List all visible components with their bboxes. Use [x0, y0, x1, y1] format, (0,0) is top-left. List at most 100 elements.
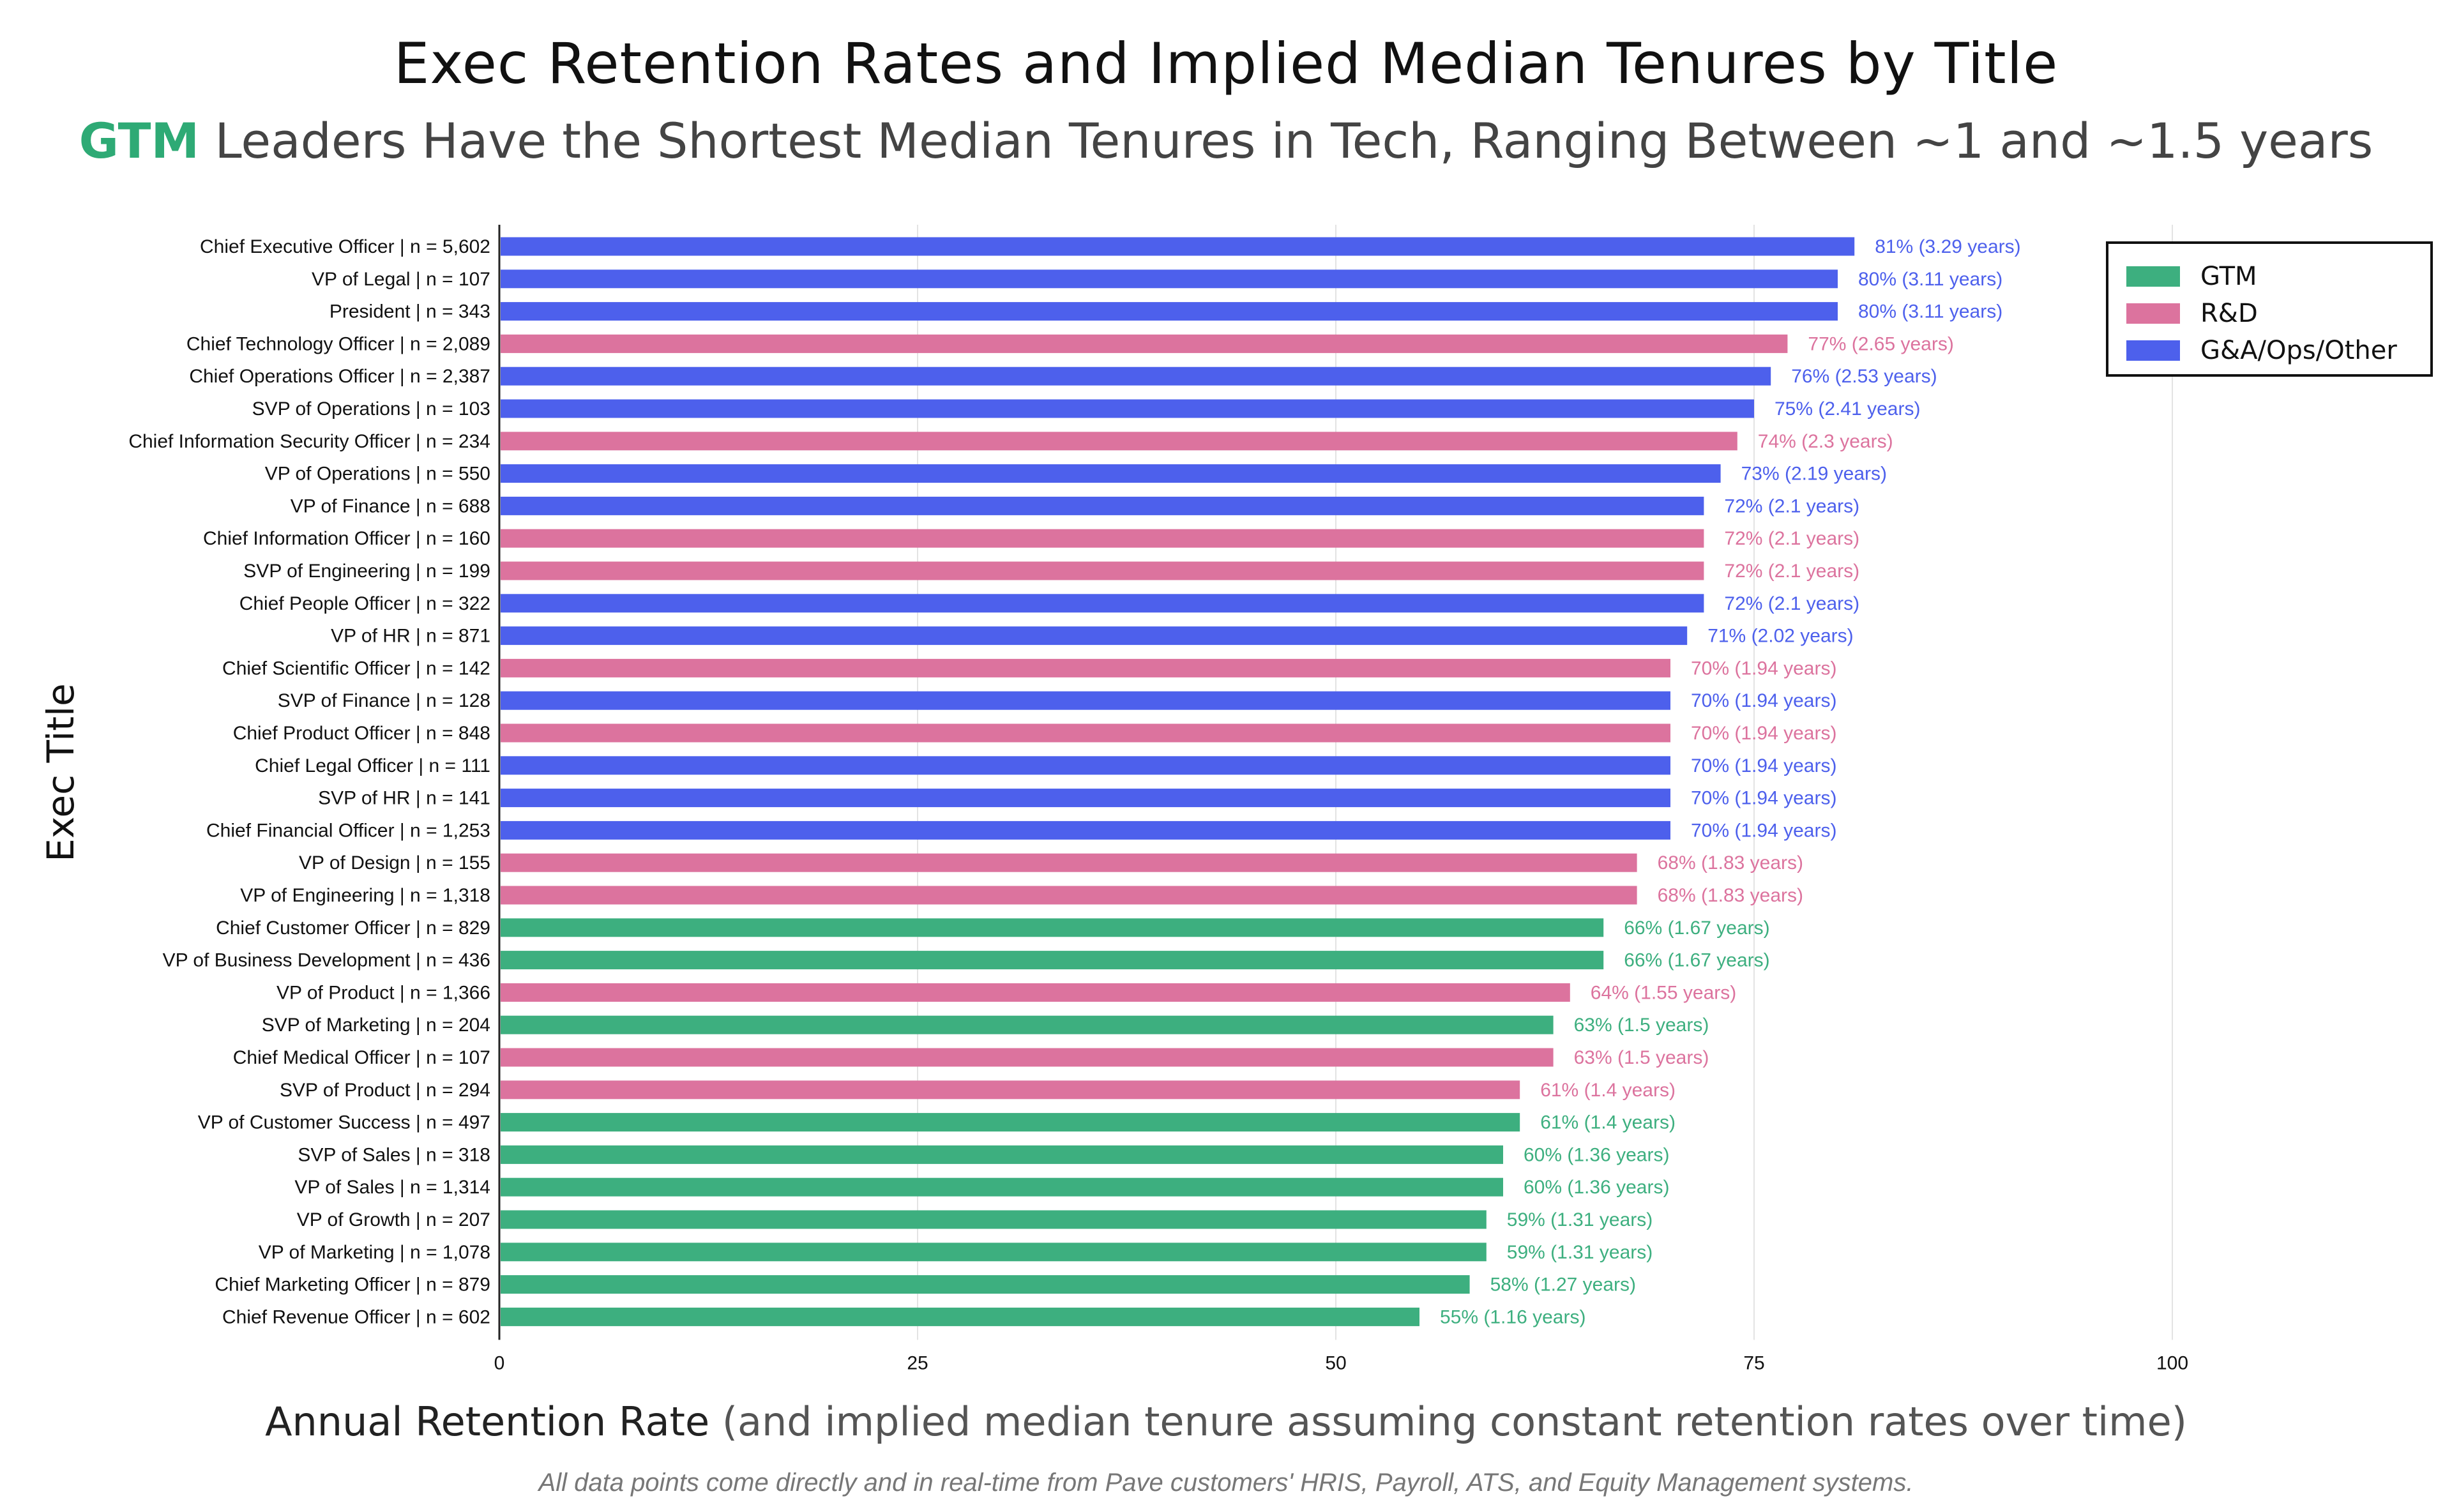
- category-label: Chief Medical Officer | n = 107: [233, 1047, 490, 1068]
- data-label: 75% (2.41 years): [1775, 398, 1920, 420]
- x-tick-label: 100: [2156, 1352, 2188, 1373]
- bar: [501, 1210, 1487, 1229]
- bar: [501, 853, 1637, 872]
- data-label: 77% (2.65 years): [1808, 333, 1953, 354]
- bar: [501, 367, 1771, 386]
- data-label: 60% (1.36 years): [1524, 1177, 1669, 1198]
- data-label: 80% (3.11 years): [1858, 301, 2002, 322]
- category-label: Chief Revenue Officer | n = 602: [222, 1306, 490, 1327]
- legend: GTM R&D G&A/Ops/Other: [2106, 241, 2433, 377]
- subtitle-highlight: GTM: [79, 112, 200, 169]
- footnote: All data points come directly and in rea…: [538, 1469, 1914, 1497]
- x-tick-label: 25: [907, 1352, 928, 1373]
- data-label: 72% (2.1 years): [1724, 593, 1859, 614]
- bar: [501, 1015, 1554, 1034]
- data-label: 72% (2.1 years): [1724, 528, 1859, 549]
- y-axis-label: Exec Title: [39, 683, 82, 862]
- bar: [501, 951, 1604, 970]
- category-label: Chief Legal Officer | n = 111: [255, 755, 490, 776]
- bar: [501, 399, 1754, 418]
- category-label: VP of HR | n = 871: [331, 626, 490, 647]
- category-label: Chief Scientific Officer | n = 142: [222, 658, 490, 679]
- x-axis-label-main: Annual Retention Rate: [265, 1398, 710, 1445]
- data-label: 64% (1.55 years): [1591, 982, 1736, 1003]
- chart-subtitle: GTM Leaders Have the Shortest Median Ten…: [0, 112, 2452, 169]
- data-label: 70% (1.94 years): [1691, 658, 1836, 679]
- category-label: SVP of Finance | n = 128: [278, 690, 490, 711]
- bar: [501, 983, 1570, 1002]
- legend-item-rd: R&D: [2126, 298, 2258, 329]
- bar: [501, 1275, 1470, 1294]
- bar: [501, 918, 1604, 937]
- category-label: VP of Customer Success | n = 497: [198, 1112, 490, 1133]
- data-label: 59% (1.31 years): [1507, 1242, 1653, 1263]
- data-label: 70% (1.94 years): [1691, 820, 1836, 841]
- bar: [501, 334, 1788, 353]
- category-label: VP of Marketing | n = 1,078: [259, 1242, 490, 1263]
- legend-item-ga-ops-other: G&A/Ops/Other: [2126, 335, 2397, 367]
- data-label: 74% (2.3 years): [1758, 431, 1893, 452]
- category-label: VP of Finance | n = 688: [291, 495, 490, 517]
- data-label: 70% (1.94 years): [1691, 690, 1836, 711]
- category-label: Chief Technology Officer | n = 2,089: [186, 333, 490, 354]
- bar: [501, 496, 1704, 515]
- category-label: VP of Product | n = 1,366: [276, 982, 490, 1003]
- x-tick-label: 0: [494, 1352, 505, 1373]
- bar: [501, 432, 1737, 451]
- category-label: Chief Financial Officer | n = 1,253: [206, 820, 490, 841]
- legend-label-ga-ops-other: G&A/Ops/Other: [2200, 336, 2397, 365]
- bar: [501, 756, 1670, 775]
- category-label: SVP of Engineering | n = 199: [243, 561, 490, 582]
- bar: [501, 594, 1704, 613]
- bar: [501, 1177, 1503, 1197]
- y-axis-label-wrap: Exec Title: [26, 677, 96, 868]
- category-label: VP of Growth | n = 207: [297, 1209, 490, 1230]
- bar: [501, 529, 1704, 548]
- bar: [501, 658, 1670, 677]
- data-label: 76% (2.53 years): [1791, 366, 1937, 387]
- category-label: VP of Operations | n = 550: [265, 464, 490, 485]
- bar: [501, 1113, 1520, 1132]
- bar: [501, 820, 1670, 840]
- category-label: Chief People Officer | n = 322: [239, 593, 490, 614]
- bar: [501, 886, 1637, 905]
- bar: [501, 464, 1721, 483]
- data-label: 70% (1.94 years): [1691, 788, 1836, 809]
- bar: [501, 561, 1704, 580]
- legend-swatch-gtm: [2126, 266, 2180, 287]
- category-label: Chief Product Officer | n = 848: [233, 723, 490, 744]
- bar: [501, 302, 1838, 321]
- x-tick-label: 50: [1325, 1352, 1346, 1373]
- category-label: Chief Executive Officer | n = 5,602: [200, 236, 490, 257]
- category-label: Chief Information Officer | n = 160: [203, 528, 490, 549]
- category-label: VP of Business Development | n = 436: [163, 950, 490, 971]
- bar: [501, 626, 1688, 646]
- bar: [501, 1307, 1419, 1326]
- category-label: Chief Information Security Officer | n =…: [128, 431, 490, 452]
- bar: [501, 691, 1670, 710]
- bar: [501, 789, 1670, 808]
- data-label: 60% (1.36 years): [1524, 1144, 1669, 1165]
- data-label: 59% (1.31 years): [1507, 1209, 1653, 1230]
- category-label: SVP of Marketing | n = 204: [262, 1015, 490, 1036]
- data-label: 66% (1.67 years): [1624, 918, 1769, 939]
- category-label: SVP of HR | n = 141: [318, 788, 490, 809]
- data-label: 61% (1.4 years): [1540, 1080, 1676, 1101]
- legend-item-gtm: GTM: [2126, 261, 2257, 292]
- x-axis-label: Annual Retention Rate (and implied media…: [0, 1398, 2452, 1445]
- data-label: 66% (1.67 years): [1624, 950, 1769, 971]
- legend-label-gtm: GTM: [2200, 262, 2257, 291]
- category-label: VP of Sales | n = 1,314: [294, 1177, 490, 1198]
- bar: [501, 269, 1838, 289]
- data-label: 73% (2.19 years): [1741, 464, 1887, 485]
- bar: [501, 237, 1855, 256]
- chart-title: Exec Retention Rates and Implied Median …: [393, 31, 2059, 96]
- category-label: SVP of Operations | n = 103: [252, 398, 490, 420]
- data-label: 68% (1.83 years): [1658, 852, 1803, 873]
- x-axis-label-rest: (and implied median tenure assuming cons…: [709, 1398, 2187, 1445]
- category-label: VP of Design | n = 155: [299, 852, 490, 873]
- data-label: 68% (1.83 years): [1658, 885, 1803, 906]
- data-label: 63% (1.5 years): [1574, 1015, 1709, 1036]
- category-label: SVP of Sales | n = 318: [298, 1144, 490, 1165]
- data-label: 55% (1.16 years): [1440, 1306, 1585, 1327]
